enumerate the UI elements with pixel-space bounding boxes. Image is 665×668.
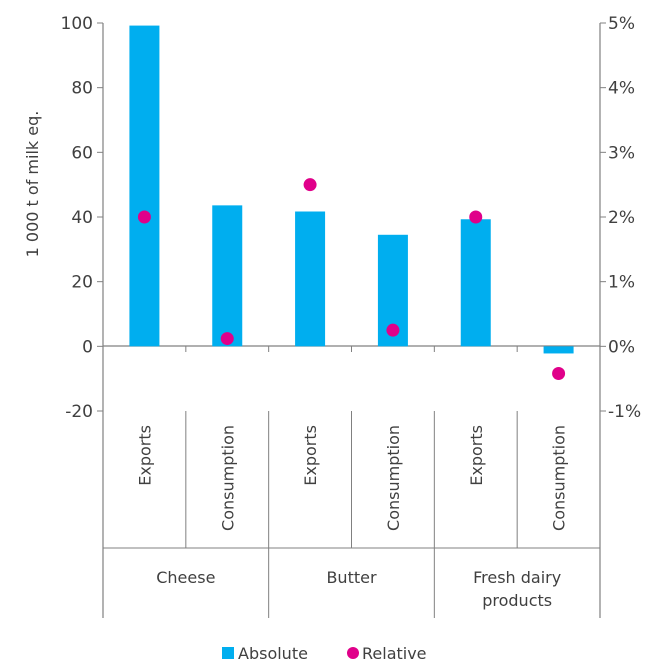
right-tick-label: -1% <box>608 402 641 422</box>
legend-absolute-label: Absolute <box>238 644 308 663</box>
category-label: Consumption <box>550 425 569 531</box>
right-tick-label: 0% <box>608 337 635 357</box>
legend-relative-marker <box>347 647 359 659</box>
group-labels: Cheese Butter Fresh dairy products <box>156 568 561 610</box>
point-relative <box>303 178 317 192</box>
bars <box>129 25 574 354</box>
point-relative <box>386 323 400 337</box>
category-label: Exports <box>467 425 486 486</box>
y-axis-title: 1 000 t of milk eq. <box>23 111 42 258</box>
group-label: Cheese <box>156 568 215 587</box>
right-tick-label: 1% <box>608 273 635 293</box>
left-tick-label: 100 <box>61 14 93 34</box>
left-axis-ticks: -20 0 20 40 60 80 100 <box>61 14 103 422</box>
left-tick-label: 40 <box>71 208 93 228</box>
points <box>137 178 566 380</box>
point-relative <box>469 210 483 224</box>
right-tick-label: 2% <box>608 208 635 228</box>
category-label: Exports <box>301 425 320 486</box>
right-tick-label: 5% <box>608 14 635 34</box>
point-relative <box>137 210 151 224</box>
right-tick-label: 3% <box>608 143 635 163</box>
bar-absolute <box>129 25 160 347</box>
group-label: Butter <box>326 568 377 587</box>
bar-absolute <box>543 346 574 354</box>
right-tick-label: 4% <box>608 79 635 99</box>
axes <box>102 23 601 618</box>
group-label: Fresh dairy <box>473 568 561 587</box>
category-label: Consumption <box>218 425 237 531</box>
bar-absolute <box>212 205 243 347</box>
legend-relative-label: Relative <box>362 644 427 663</box>
category-labels: Exports Consumption Exports Consumption Expo… <box>135 425 568 531</box>
left-tick-label: 80 <box>71 79 93 99</box>
legend: Absolute Relative <box>222 644 427 663</box>
left-tick-label: 0 <box>82 337 93 357</box>
point-relative <box>220 332 234 346</box>
right-axis-ticks: -1% 0% 1% 2% 3% 4% 5% <box>600 14 641 422</box>
bar-absolute <box>295 211 326 347</box>
left-tick-label: -20 <box>65 402 93 422</box>
group-label: products <box>482 591 552 610</box>
bar-absolute <box>460 219 491 347</box>
legend-absolute-swatch <box>222 647 234 659</box>
category-label: Exports <box>135 425 154 486</box>
category-label: Consumption <box>384 425 403 531</box>
left-tick-label: 20 <box>71 273 93 293</box>
left-tick-label: 60 <box>71 143 93 163</box>
point-relative <box>552 366 566 380</box>
